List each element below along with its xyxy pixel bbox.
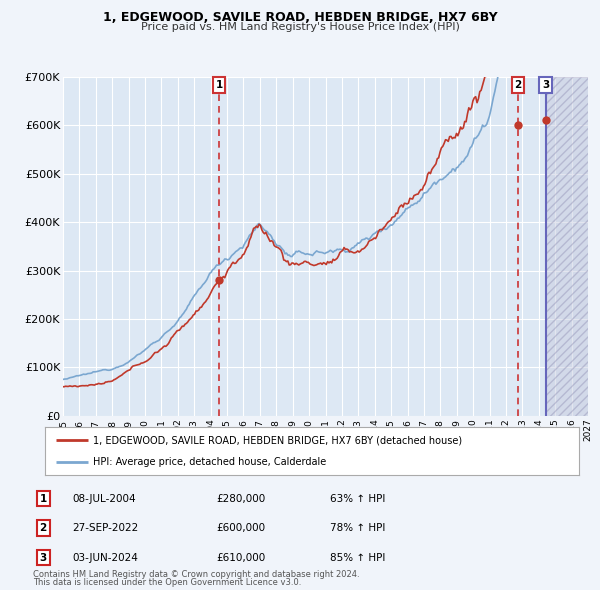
Text: Contains HM Land Registry data © Crown copyright and database right 2024.: Contains HM Land Registry data © Crown c…: [33, 571, 359, 579]
Text: 1: 1: [40, 494, 47, 503]
Text: 3: 3: [542, 80, 549, 90]
Text: 2: 2: [40, 523, 47, 533]
Text: 27-SEP-2022: 27-SEP-2022: [72, 523, 138, 533]
Text: 85% ↑ HPI: 85% ↑ HPI: [330, 553, 385, 562]
Bar: [545, 77, 588, 416]
Text: £600,000: £600,000: [216, 523, 265, 533]
Text: 2: 2: [514, 80, 522, 90]
Text: 08-JUL-2004: 08-JUL-2004: [72, 494, 136, 503]
Text: 63% ↑ HPI: 63% ↑ HPI: [330, 494, 385, 503]
Text: HPI: Average price, detached house, Calderdale: HPI: Average price, detached house, Cald…: [93, 457, 326, 467]
Text: 1: 1: [215, 80, 223, 90]
Text: 3: 3: [40, 553, 47, 562]
Text: This data is licensed under the Open Government Licence v3.0.: This data is licensed under the Open Gov…: [33, 578, 301, 587]
Text: 78% ↑ HPI: 78% ↑ HPI: [330, 523, 385, 533]
Text: 03-JUN-2024: 03-JUN-2024: [72, 553, 138, 562]
Text: 1, EDGEWOOD, SAVILE ROAD, HEBDEN BRIDGE, HX7 6BY: 1, EDGEWOOD, SAVILE ROAD, HEBDEN BRIDGE,…: [103, 11, 497, 24]
Text: 1, EDGEWOOD, SAVILE ROAD, HEBDEN BRIDGE, HX7 6BY (detached house): 1, EDGEWOOD, SAVILE ROAD, HEBDEN BRIDGE,…: [93, 435, 462, 445]
Text: £610,000: £610,000: [216, 553, 265, 562]
Text: £280,000: £280,000: [216, 494, 265, 503]
Text: Price paid vs. HM Land Registry's House Price Index (HPI): Price paid vs. HM Land Registry's House …: [140, 22, 460, 32]
